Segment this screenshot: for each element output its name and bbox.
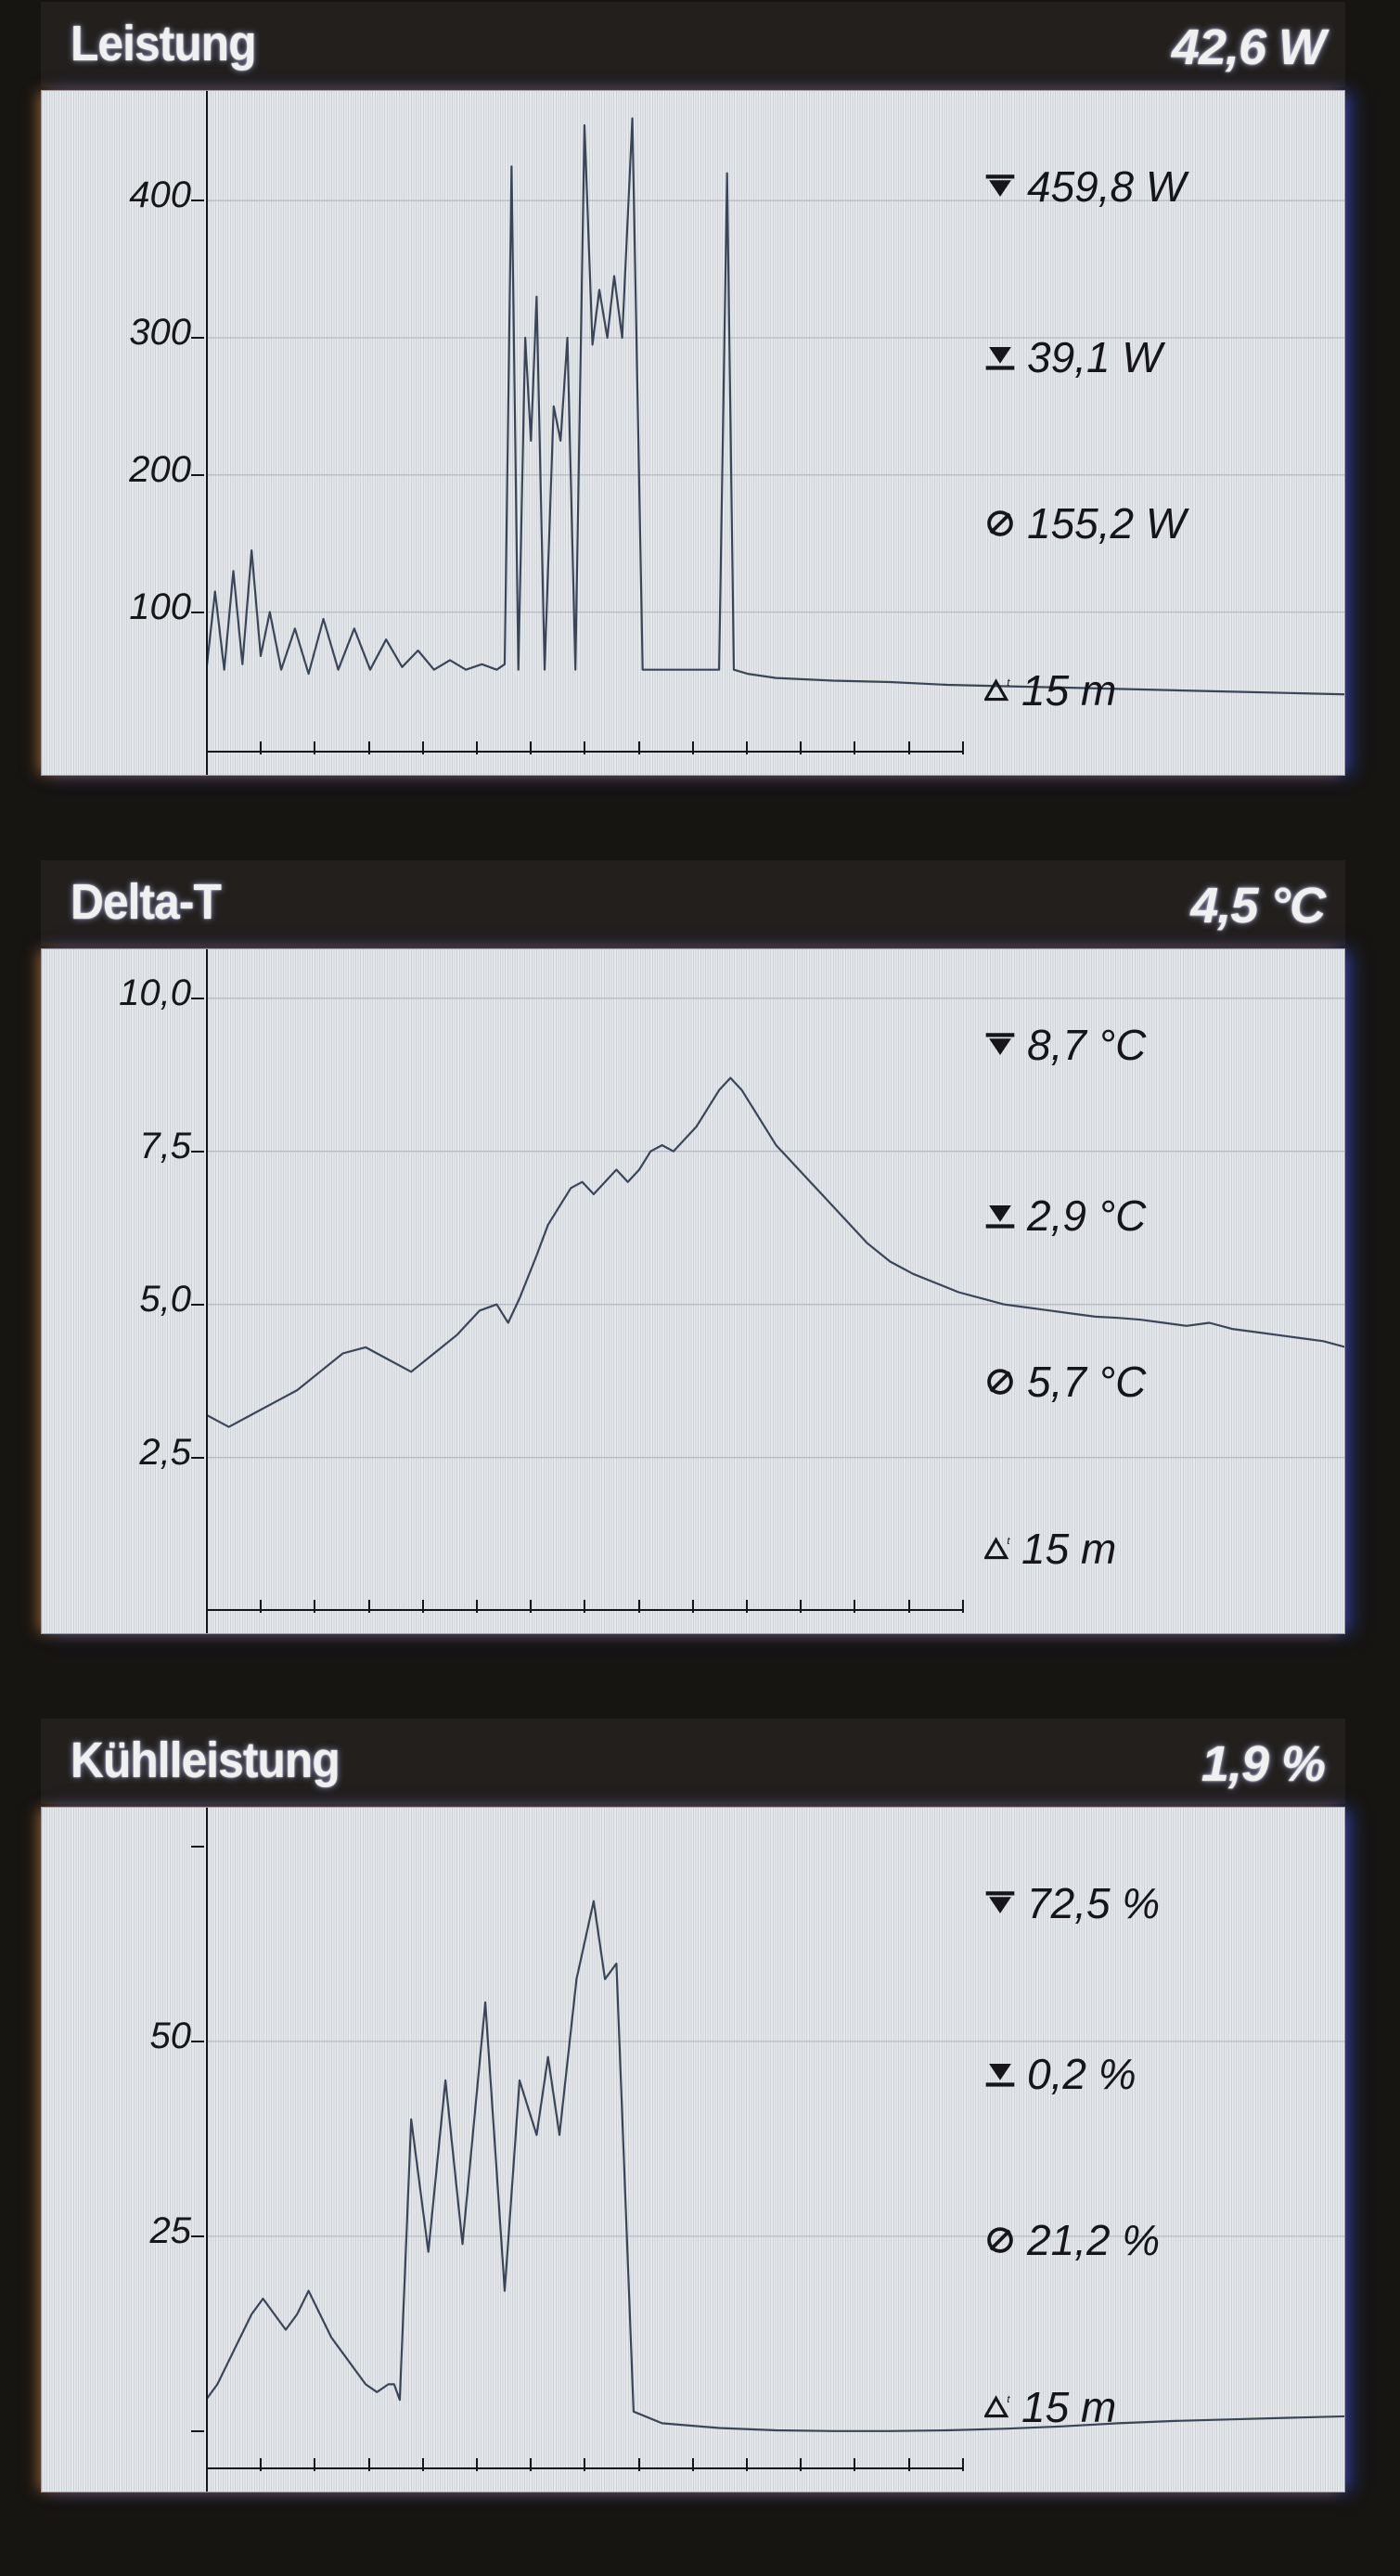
svg-text:t: t bbox=[1007, 1536, 1010, 1547]
svg-text:t: t bbox=[1007, 677, 1010, 689]
svg-text:t: t bbox=[1007, 2394, 1010, 2405]
